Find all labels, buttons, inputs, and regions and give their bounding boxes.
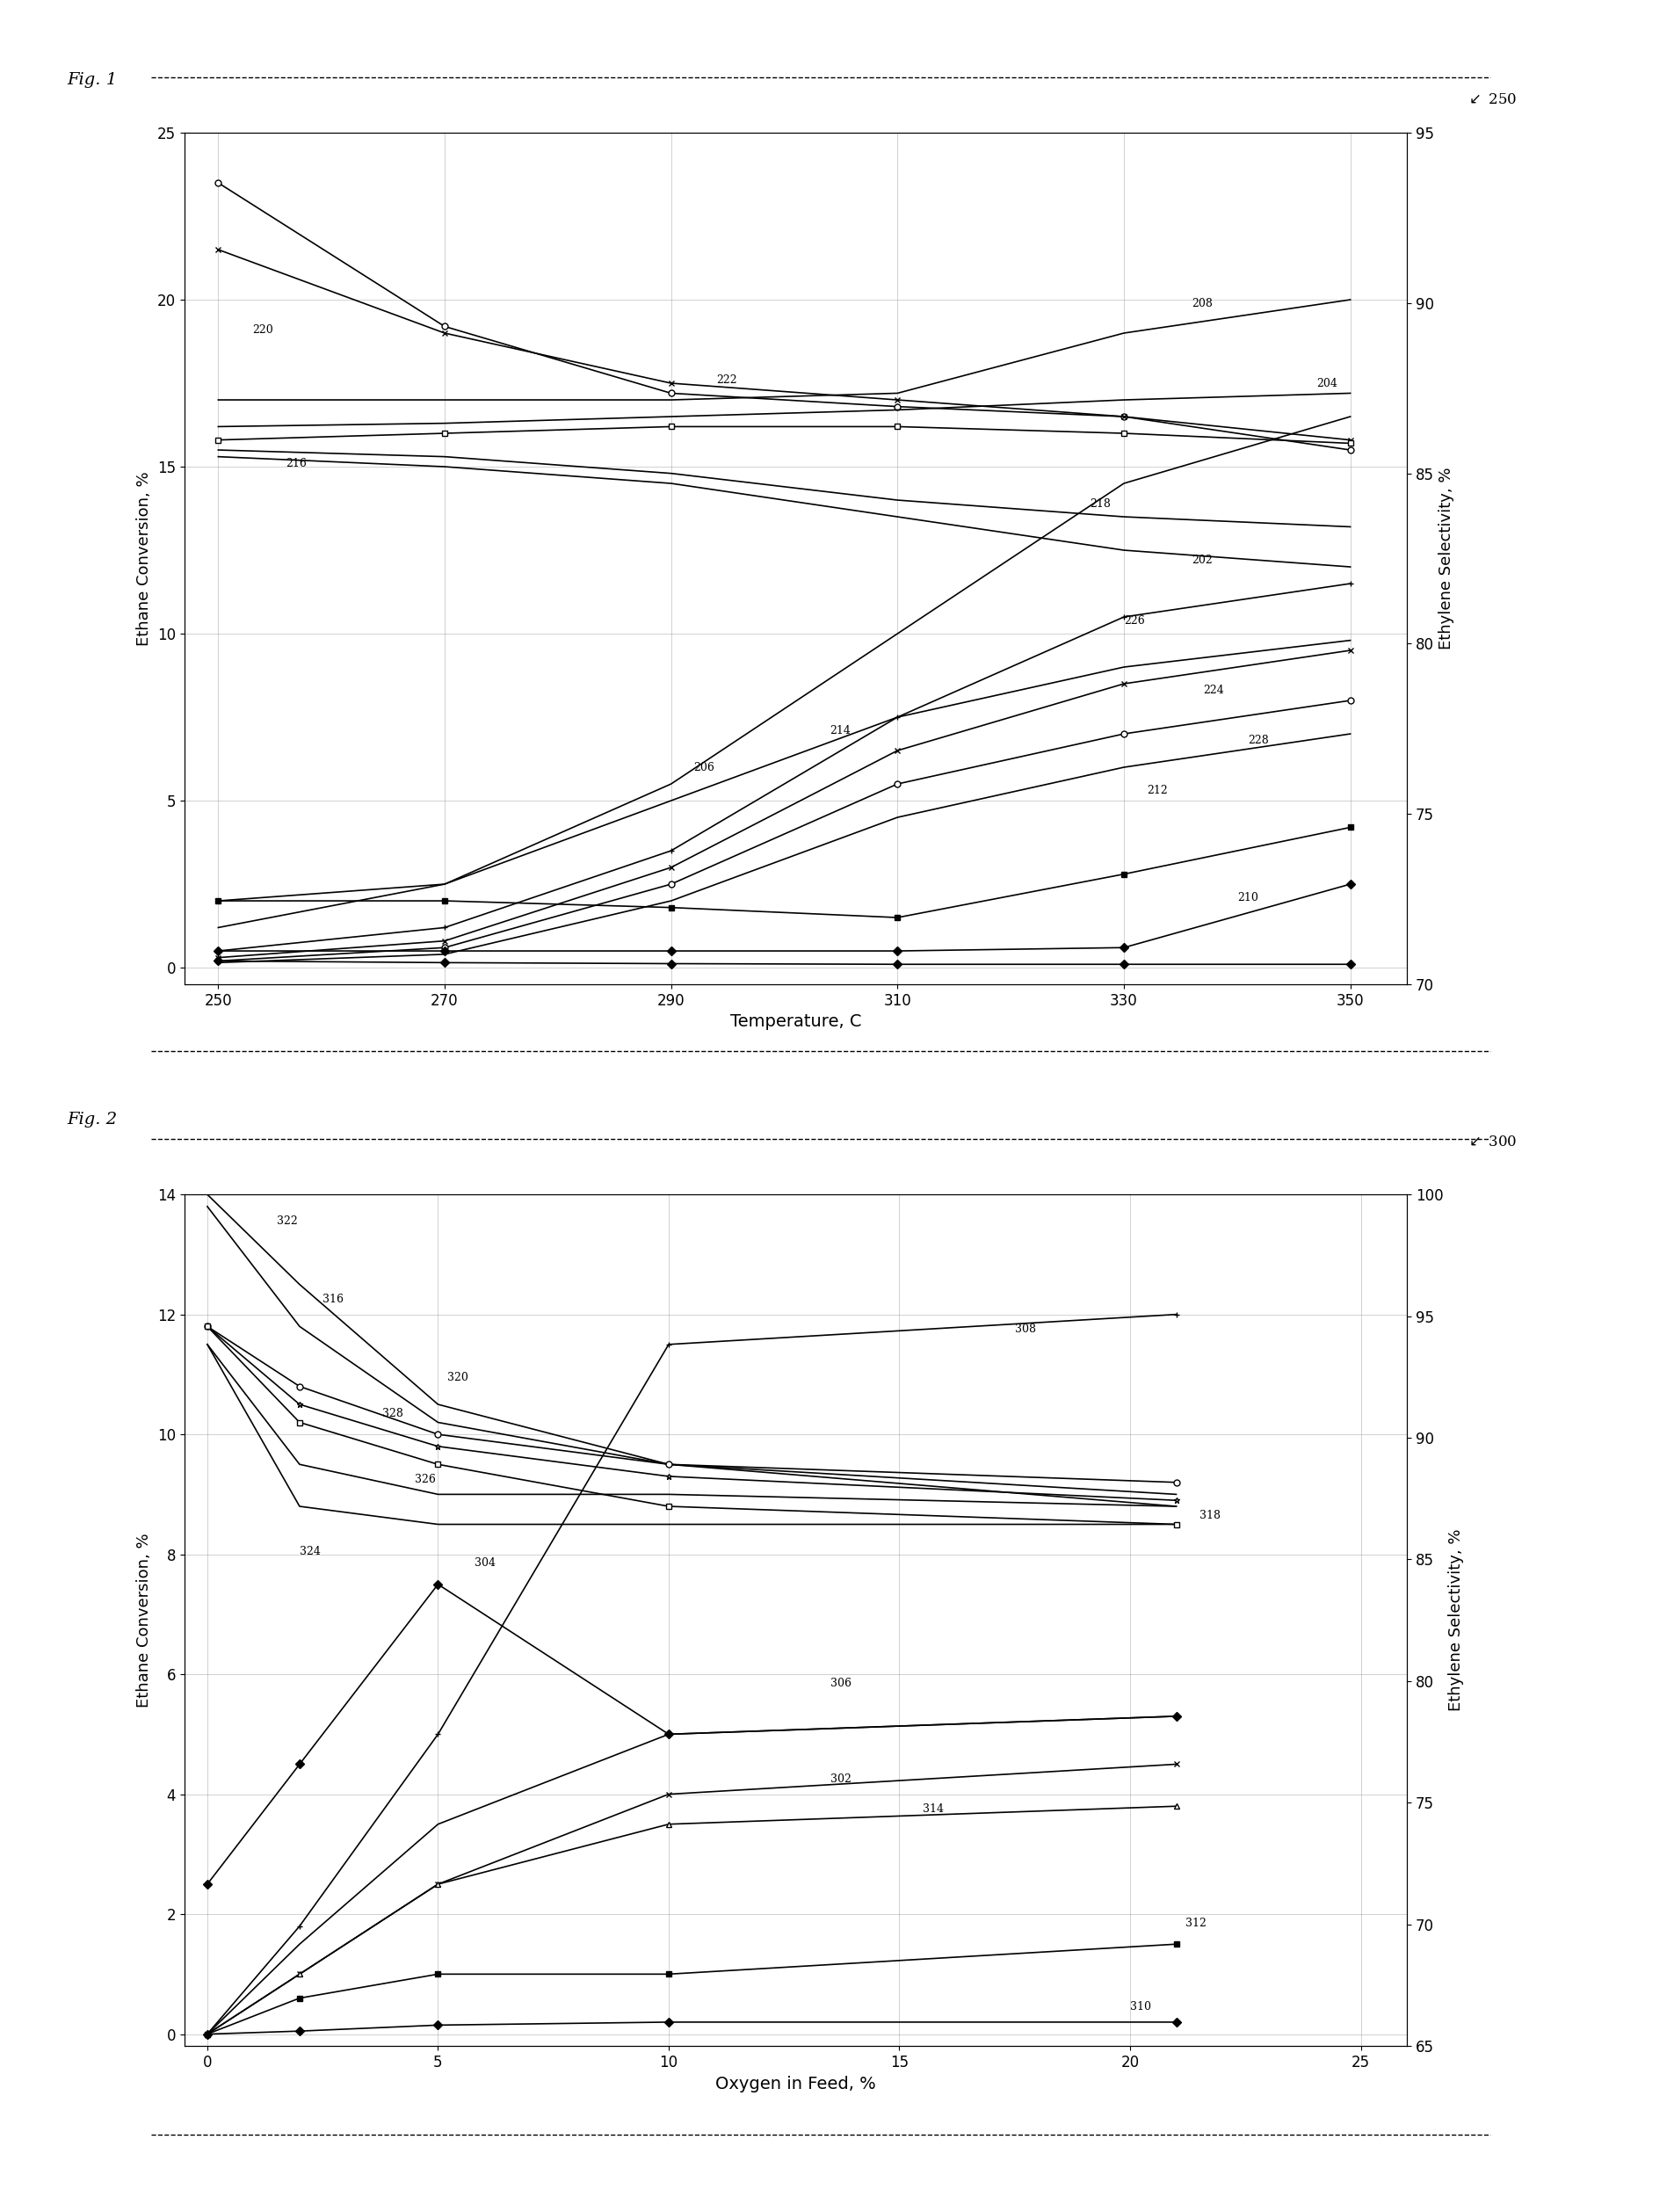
Text: 216: 216 bbox=[286, 458, 306, 469]
Text: 320: 320 bbox=[447, 1371, 469, 1382]
Text: 224: 224 bbox=[1202, 686, 1224, 697]
Y-axis label: Ethylene Selectivity, %: Ethylene Selectivity, % bbox=[1448, 1528, 1463, 1712]
Text: 214: 214 bbox=[829, 726, 850, 737]
Text: 304: 304 bbox=[475, 1557, 496, 1568]
Text: 312: 312 bbox=[1185, 1918, 1205, 1929]
Text: 302: 302 bbox=[830, 1774, 850, 1785]
Y-axis label: Ethane Conversion, %: Ethane Conversion, % bbox=[136, 1533, 152, 1708]
Text: 322: 322 bbox=[276, 1217, 298, 1228]
Text: 218: 218 bbox=[1090, 498, 1110, 509]
Text: 220: 220 bbox=[253, 325, 273, 336]
Text: Fig. 1: Fig. 1 bbox=[67, 71, 117, 88]
Text: 206: 206 bbox=[693, 761, 715, 774]
Text: 208: 208 bbox=[1192, 299, 1212, 310]
Text: 314: 314 bbox=[922, 1803, 942, 1814]
Text: Fig. 2: Fig. 2 bbox=[67, 1110, 117, 1128]
Text: 324: 324 bbox=[300, 1546, 320, 1557]
X-axis label: Temperature, C: Temperature, C bbox=[730, 1013, 860, 1031]
Text: 308: 308 bbox=[1014, 1323, 1035, 1336]
Text: 328: 328 bbox=[382, 1407, 403, 1420]
Text: 212: 212 bbox=[1147, 785, 1167, 796]
Text: $\swarrow$ 300: $\swarrow$ 300 bbox=[1465, 1135, 1517, 1150]
Text: 306: 306 bbox=[830, 1677, 850, 1690]
Text: 316: 316 bbox=[323, 1294, 343, 1305]
Text: 318: 318 bbox=[1199, 1509, 1220, 1522]
Text: $\swarrow$ 250: $\swarrow$ 250 bbox=[1465, 93, 1517, 108]
Text: 210: 210 bbox=[1237, 891, 1257, 902]
Y-axis label: Ethylene Selectivity, %: Ethylene Selectivity, % bbox=[1438, 467, 1453, 650]
Y-axis label: Ethane Conversion, %: Ethane Conversion, % bbox=[136, 471, 152, 646]
Text: 202: 202 bbox=[1192, 555, 1212, 566]
Text: 226: 226 bbox=[1123, 615, 1143, 626]
Text: 222: 222 bbox=[716, 374, 737, 385]
Text: 310: 310 bbox=[1130, 2002, 1150, 2013]
X-axis label: Oxygen in Feed, %: Oxygen in Feed, % bbox=[715, 2075, 876, 2093]
Text: 204: 204 bbox=[1316, 378, 1336, 389]
Text: 228: 228 bbox=[1247, 734, 1269, 745]
Text: 326: 326 bbox=[415, 1473, 435, 1484]
